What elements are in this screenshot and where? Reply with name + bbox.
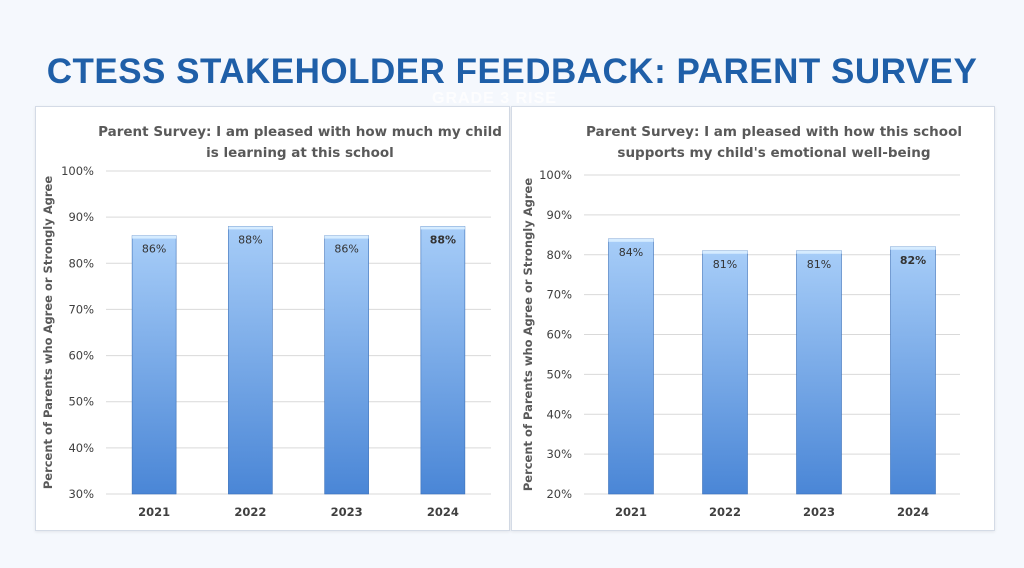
y-tick-label: 70% (68, 302, 94, 316)
data-label: 88% (238, 233, 262, 246)
data-label: 81% (713, 258, 737, 271)
bar-highlight (702, 250, 748, 254)
y-tick-label: 60% (546, 328, 572, 342)
data-label: 82% (900, 254, 926, 267)
bar-highlight (324, 235, 369, 239)
bar (420, 226, 466, 495)
bar (324, 235, 369, 495)
y-tick-label: 80% (68, 256, 94, 270)
data-label: 84% (619, 246, 643, 259)
data-label: 86% (142, 243, 166, 256)
x-category-label: 2022 (709, 505, 741, 519)
y-axis-title: Percent of Parents who Agree or Strongly… (41, 176, 55, 490)
bar-highlight (420, 226, 465, 230)
y-tick-label: 40% (546, 407, 572, 421)
bar (702, 250, 748, 495)
y-tick-label: 100% (539, 168, 572, 182)
bar (131, 235, 177, 495)
bar (796, 250, 842, 495)
y-tick-label: 100% (61, 164, 94, 178)
x-category-label: 2024 (427, 505, 459, 519)
background-ghost-text: GRADE 3 RISE (432, 90, 557, 107)
y-tick-label: 30% (68, 487, 94, 501)
chart-panel-learning: Parent Survey: I am pleased with how muc… (35, 106, 510, 531)
y-tick-label: 20% (546, 487, 572, 501)
data-label: 88% (430, 233, 456, 246)
x-category-label: 2021 (138, 505, 170, 519)
y-tick-label: 90% (68, 210, 94, 224)
y-tick-label: 80% (546, 248, 572, 262)
y-tick-label: 70% (546, 288, 572, 302)
bar-highlight (132, 235, 177, 239)
y-tick-label: 60% (68, 349, 94, 363)
data-label: 81% (807, 258, 831, 271)
bar-highlight (228, 226, 273, 230)
bar-highlight (608, 238, 654, 242)
data-label: 86% (334, 243, 358, 256)
chart-title-line: is learning at this school (206, 145, 394, 161)
x-category-label: 2022 (234, 505, 266, 519)
chart-learning: Parent Survey: I am pleased with how muc… (41, 124, 502, 519)
y-tick-label: 40% (68, 441, 94, 455)
x-category-label: 2023 (803, 505, 835, 519)
y-tick-label: 50% (68, 395, 94, 409)
chart-title-line: Parent Survey: I am pleased with how muc… (98, 124, 502, 140)
chart-title-line: supports my child's emotional well-being (617, 145, 930, 161)
page-title: CTESS STAKEHOLDER FEEDBACK: PARENT SURVE… (46, 52, 978, 91)
y-tick-label: 30% (546, 447, 572, 461)
bar (228, 226, 273, 495)
bar-highlight (890, 246, 936, 250)
x-category-label: 2023 (331, 505, 363, 519)
y-axis-title: Percent of Parents who Agree or Strongly… (521, 178, 535, 492)
bar (890, 246, 936, 495)
bar (608, 238, 654, 495)
x-category-label: 2024 (897, 505, 929, 519)
chart-panel-wellbeing: Parent Survey: I am pleased with how thi… (511, 106, 995, 531)
y-tick-label: 50% (546, 367, 572, 381)
bar-highlight (796, 250, 842, 254)
chart-wellbeing: Parent Survey: I am pleased with how thi… (521, 124, 962, 519)
chart-title-line: Parent Survey: I am pleased with how thi… (586, 124, 962, 140)
y-tick-label: 90% (546, 208, 572, 222)
x-category-label: 2021 (615, 505, 647, 519)
